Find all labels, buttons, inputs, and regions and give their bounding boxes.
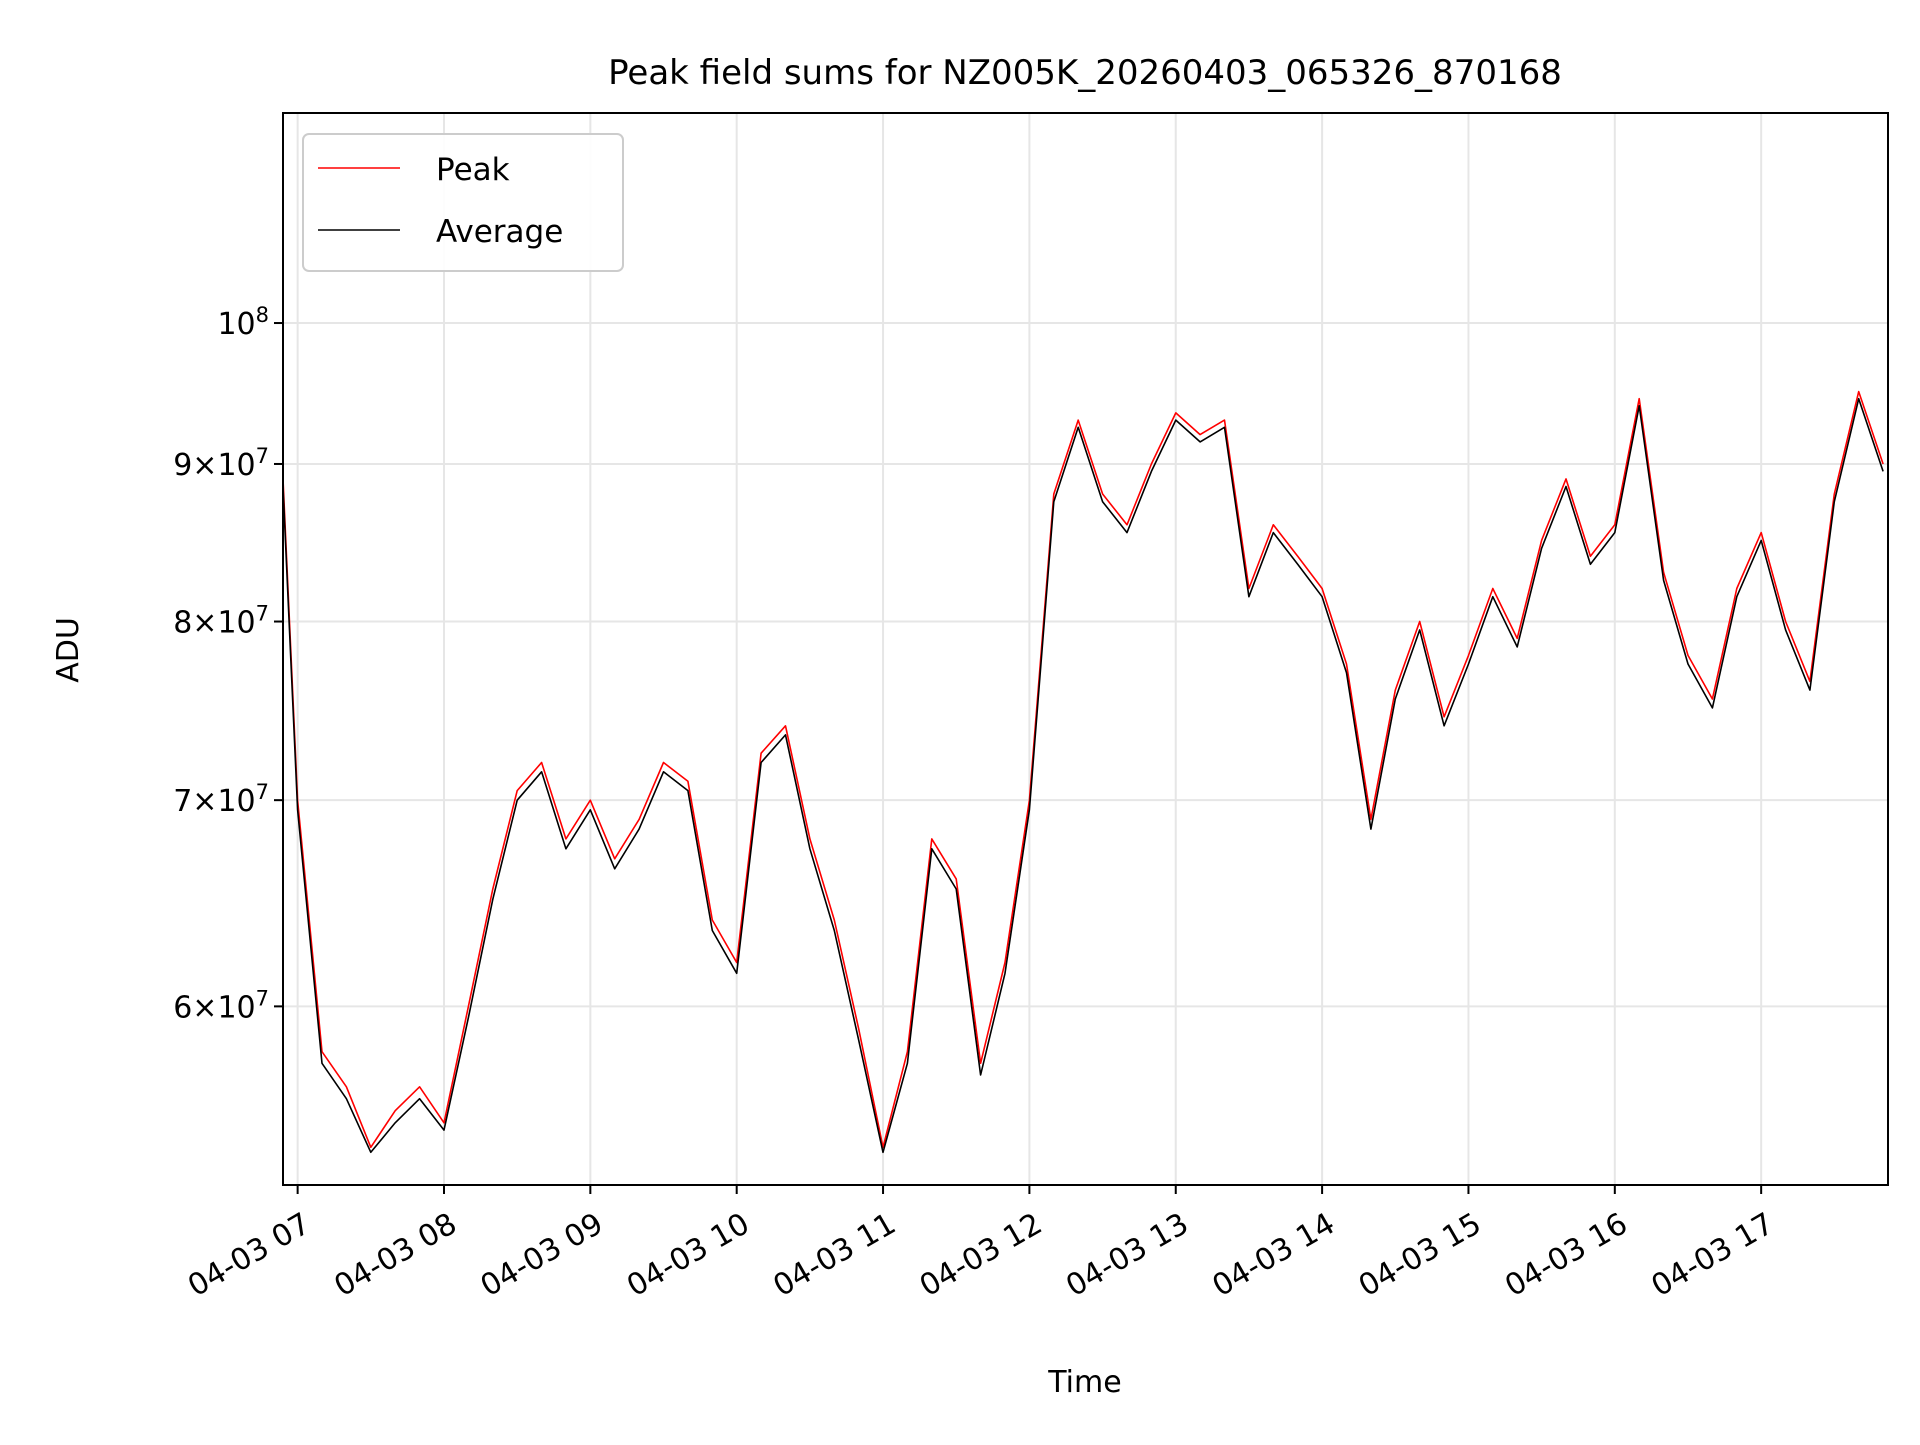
x-axis-label: Time <box>1047 1365 1121 1400</box>
x-tick-label: 04-03 12 <box>914 1206 1048 1304</box>
x-tick-label: 04-03 15 <box>1353 1206 1487 1304</box>
x-tick-label: 04-03 17 <box>1646 1206 1780 1304</box>
y-axis: 6×107 7×107 8×107 9×107 108 <box>173 303 283 1025</box>
series-line-average <box>283 397 1884 1154</box>
x-tick-label: 04-03 16 <box>1499 1206 1633 1304</box>
y-tick-label: 7×107 <box>173 780 269 819</box>
plot-frame <box>282 112 1889 1186</box>
x-tick-label: 04-03 13 <box>1060 1206 1194 1304</box>
x-axis: 04-03 07 04-03 08 04-03 09 04-03 10 04-03 11… <box>182 1185 1780 1304</box>
x-tick-label: 04-03 08 <box>328 1206 462 1304</box>
legend-label-average: Average <box>436 214 563 250</box>
grid <box>283 113 1888 1185</box>
x-tick-label: 04-03 11 <box>768 1206 902 1304</box>
x-tick-label: 04-03 09 <box>475 1206 609 1304</box>
x-tick-label: 04-03 07 <box>182 1206 316 1304</box>
chart-title: Peak field sums for NZ005K_20260403_0653… <box>608 53 1562 93</box>
series-layer <box>283 390 1884 1154</box>
series-line-peak <box>283 390 1884 1149</box>
y-tick-label: 9×107 <box>173 444 269 483</box>
x-tick-label: 04-03 10 <box>621 1206 755 1304</box>
y-tick-label: 8×107 <box>173 602 269 641</box>
x-tick-label: 04-03 14 <box>1207 1206 1341 1304</box>
legend: Peak Average <box>302 133 624 272</box>
y-axis-label: ADU <box>51 617 86 683</box>
y-tick-label: 6×107 <box>173 986 269 1025</box>
y-tick-label: 108 <box>217 303 269 342</box>
legend-label-peak: Peak <box>436 152 510 188</box>
